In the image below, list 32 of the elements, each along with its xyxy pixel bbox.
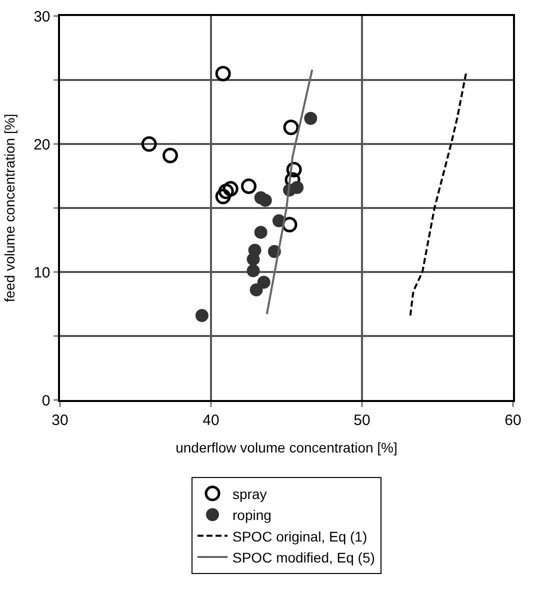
point — [215, 66, 231, 82]
y-tick-label: 10 — [34, 264, 50, 282]
point — [246, 252, 260, 266]
point — [218, 184, 234, 200]
point — [250, 283, 263, 296]
y-axis-title: feed volume concentration [%] — [2, 114, 18, 302]
x-tick-label: 40 — [202, 412, 220, 429]
point — [222, 181, 238, 197]
point — [246, 264, 260, 278]
point — [241, 178, 256, 194]
legend-label: SPOC modified, Eq (5) — [232, 549, 375, 566]
y-tick-label: 30 — [34, 8, 50, 26]
point — [304, 112, 318, 125]
line-series — [266, 68, 314, 316]
x-tick-label: 60 — [504, 412, 522, 429]
point — [258, 194, 272, 207]
x-tick-label: 50 — [354, 412, 370, 429]
point — [162, 148, 178, 164]
x-tick-label: 30 — [52, 412, 68, 429]
legend-label: spray — [232, 486, 267, 502]
legend-label: roping — [232, 507, 272, 524]
point — [283, 120, 299, 136]
point — [254, 226, 268, 239]
point — [215, 188, 231, 204]
point — [257, 276, 270, 289]
point — [141, 136, 157, 152]
y-tick-label: 0 — [42, 392, 50, 410]
line-series — [409, 71, 468, 317]
y-tick-label: 20 — [34, 136, 50, 154]
legend-label: SPOC original, Eq (1) — [232, 528, 368, 544]
x-axis-title: underflow volume concentration [%] — [176, 440, 398, 456]
point — [195, 309, 208, 322]
